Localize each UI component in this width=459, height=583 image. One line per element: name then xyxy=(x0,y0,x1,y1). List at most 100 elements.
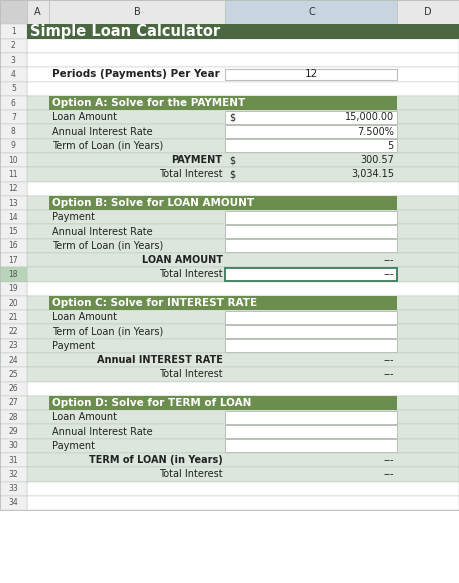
Bar xyxy=(27,182,459,196)
Text: 23: 23 xyxy=(9,342,18,350)
Text: 22: 22 xyxy=(9,327,18,336)
Bar xyxy=(0,396,27,410)
Bar xyxy=(27,24,459,38)
Bar xyxy=(27,496,459,510)
Bar xyxy=(27,0,49,24)
Bar xyxy=(0,439,27,453)
Text: $: $ xyxy=(229,155,235,165)
Text: 25: 25 xyxy=(9,370,18,379)
Bar xyxy=(27,424,459,439)
Text: Loan Amount: Loan Amount xyxy=(52,412,118,422)
Bar xyxy=(49,196,397,210)
Bar xyxy=(0,182,27,196)
Bar xyxy=(225,0,397,24)
Text: 5: 5 xyxy=(387,141,394,151)
Bar xyxy=(0,496,27,510)
Bar xyxy=(49,396,397,410)
Bar xyxy=(0,410,27,424)
Text: Term of Loan (in Years): Term of Loan (in Years) xyxy=(52,241,163,251)
Bar xyxy=(0,310,27,324)
Bar xyxy=(225,311,397,324)
Text: Term of Loan (in Years): Term of Loan (in Years) xyxy=(52,141,163,151)
Text: 7: 7 xyxy=(11,113,16,122)
Text: 14: 14 xyxy=(9,213,18,222)
Bar xyxy=(27,239,459,253)
Bar xyxy=(27,382,459,396)
Text: 20: 20 xyxy=(9,298,18,307)
Bar xyxy=(0,353,27,367)
Text: 8: 8 xyxy=(11,127,16,136)
Bar xyxy=(0,125,27,139)
Bar xyxy=(27,38,459,53)
Text: Option D: Solve for TERM of LOAN: Option D: Solve for TERM of LOAN xyxy=(52,398,252,408)
Bar xyxy=(27,82,459,96)
Text: 24: 24 xyxy=(9,356,18,364)
Bar xyxy=(0,382,27,396)
Text: 16: 16 xyxy=(9,241,18,250)
Text: B: B xyxy=(134,7,140,17)
Bar xyxy=(27,453,459,468)
Bar xyxy=(27,139,459,153)
Bar xyxy=(27,110,459,125)
Bar xyxy=(225,139,397,152)
Bar xyxy=(27,68,459,82)
Text: 28: 28 xyxy=(9,413,18,422)
Text: 34: 34 xyxy=(8,498,18,507)
Text: Total Interest: Total Interest xyxy=(159,170,223,180)
Text: 18: 18 xyxy=(9,270,18,279)
Text: A: A xyxy=(34,7,41,17)
Text: 19: 19 xyxy=(9,285,18,293)
Bar xyxy=(0,239,27,253)
Bar xyxy=(49,96,397,110)
Text: Total Interest: Total Interest xyxy=(159,469,223,479)
Bar xyxy=(225,240,397,252)
Text: 3: 3 xyxy=(11,56,16,65)
Text: Option A: Solve for the PAYMENT: Option A: Solve for the PAYMENT xyxy=(52,98,246,108)
Bar xyxy=(225,225,397,238)
Text: PAYMENT: PAYMENT xyxy=(172,155,223,165)
Text: 9: 9 xyxy=(11,142,16,150)
Bar xyxy=(225,425,397,438)
Bar xyxy=(27,325,459,339)
Bar xyxy=(0,453,27,468)
Bar xyxy=(0,68,27,82)
Bar xyxy=(27,282,459,296)
Bar xyxy=(27,167,459,182)
Text: 3,034.15: 3,034.15 xyxy=(351,170,394,180)
Text: Periods (Payments) Per Year: Periods (Payments) Per Year xyxy=(52,69,220,79)
Text: $: $ xyxy=(229,113,235,122)
Text: 30: 30 xyxy=(8,441,18,450)
Text: Total Interest: Total Interest xyxy=(159,370,223,380)
Bar xyxy=(0,53,27,68)
Text: 15,000.00: 15,000.00 xyxy=(345,113,394,122)
Text: 1: 1 xyxy=(11,27,16,36)
Text: 21: 21 xyxy=(9,313,18,322)
Bar xyxy=(27,96,459,110)
Bar xyxy=(225,325,397,338)
Bar xyxy=(225,410,397,424)
Bar xyxy=(27,482,459,496)
Bar xyxy=(27,468,459,482)
Bar xyxy=(0,325,27,339)
Bar xyxy=(225,339,397,352)
Bar xyxy=(225,111,397,124)
Bar xyxy=(27,53,459,68)
Bar xyxy=(27,125,459,139)
Bar xyxy=(0,339,27,353)
Text: LOAN AMOUNT: LOAN AMOUNT xyxy=(142,255,223,265)
Bar xyxy=(27,296,459,310)
Bar xyxy=(27,410,459,424)
Text: Term of Loan (in Years): Term of Loan (in Years) xyxy=(52,326,163,336)
Text: TERM of LOAN (in Years): TERM of LOAN (in Years) xyxy=(89,455,223,465)
Text: Loan Amount: Loan Amount xyxy=(52,312,118,322)
Bar xyxy=(0,253,27,267)
Text: 300.57: 300.57 xyxy=(360,155,394,165)
Bar xyxy=(0,367,27,382)
Text: Option B: Solve for LOAN AMOUNT: Option B: Solve for LOAN AMOUNT xyxy=(52,198,254,208)
Text: 32: 32 xyxy=(9,470,18,479)
Bar xyxy=(225,125,397,138)
Text: Annual Interest Rate: Annual Interest Rate xyxy=(52,227,153,237)
Text: 33: 33 xyxy=(8,484,18,493)
Text: Payment: Payment xyxy=(52,341,95,351)
Bar xyxy=(0,0,27,24)
